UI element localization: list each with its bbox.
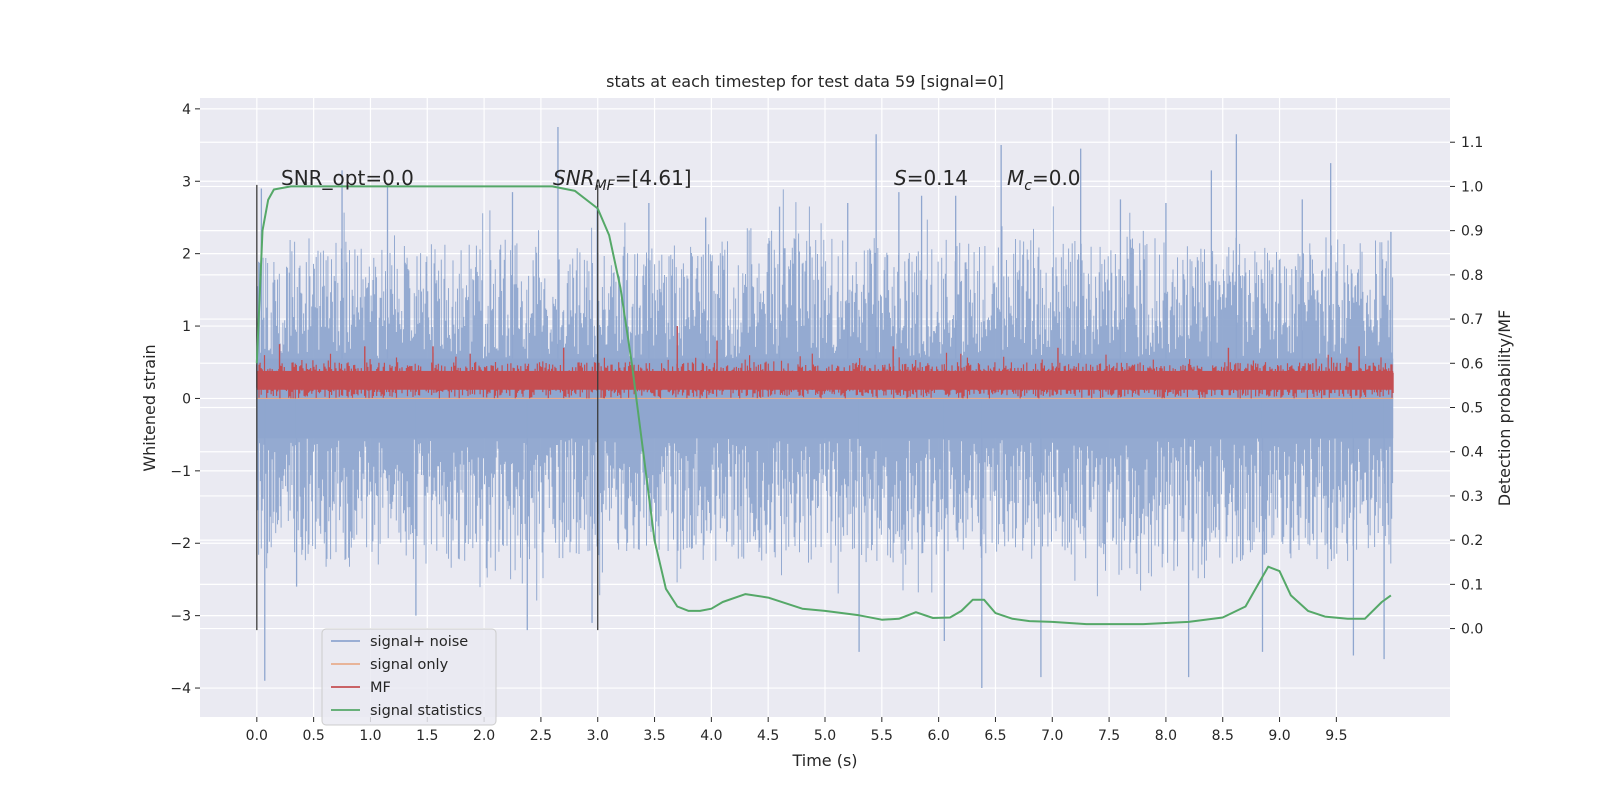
x-tick-label: 6.0 (928, 728, 950, 744)
mf-series (256, 326, 1394, 399)
x-tick-label: 9.0 (1268, 728, 1290, 744)
legend-label: signal only (370, 657, 449, 673)
x-tick-label: 7.0 (1041, 728, 1063, 744)
x-tick-label: 3.0 (587, 728, 609, 744)
annotation-snr-mf: SNRMF=[4.61] (553, 166, 692, 194)
x-tick-label: 8.0 (1155, 728, 1177, 744)
y-right-tick-label: 0.3 (1461, 489, 1483, 505)
y-tick-label: 1 (182, 319, 191, 335)
x-tick-label: 0.5 (303, 728, 325, 744)
y-tick-label: 2 (182, 247, 191, 263)
x-tick-label: 8.5 (1212, 728, 1234, 744)
legend-label: signal+ noise (370, 634, 468, 650)
x-tick-label: 6.5 (984, 728, 1006, 744)
x-tick-label: 3.5 (643, 728, 665, 744)
x-tick-label: 7.5 (1098, 728, 1120, 744)
x-tick-label: 4.5 (757, 728, 779, 744)
x-tick-label: 2.5 (530, 728, 552, 744)
y-tick-label: −2 (170, 536, 191, 552)
legend-label: MF (370, 680, 391, 696)
y-right-tick-label: 0.5 (1461, 401, 1483, 417)
chart-title: stats at each timestep for test data 59 … (606, 72, 1004, 91)
y-tick-label: 4 (182, 102, 191, 118)
x-axis: 0.0 0.5 1.0 1.5 2.0 2.5 3.0 3.5 4.0 4.5 5.0 5.5 6.0 6… (246, 717, 1347, 744)
y-right-tick-label: 0.2 (1461, 533, 1483, 549)
y-right-tick-label: 0.4 (1461, 445, 1483, 461)
y-tick-label: −3 (170, 609, 191, 625)
signal-statistics-line (255, 185, 1392, 626)
x-tick-label: 2.0 (473, 728, 495, 744)
x-axis-title: Time (s) (791, 751, 857, 770)
mf-core (256, 370, 1394, 390)
x-tick-label: 1.5 (416, 728, 438, 744)
annotation-s: S=0.14 (894, 166, 968, 190)
legend-label: signal statistics (370, 703, 482, 719)
x-tick-label: 0.0 (246, 728, 268, 744)
y-right-tick-label: 1.1 (1461, 135, 1483, 151)
y-axis-right: 1.1 1.0 0.9 0.8 0.7 0.6 0.5 0.4 0.3 0.2 0.1 0.0 (1450, 135, 1483, 638)
y-right-tick-label: 0.9 (1461, 224, 1483, 240)
y-axis-title: Whitened strain (140, 344, 159, 471)
y-tick-label: −4 (170, 681, 191, 697)
x-tick-label: 1.0 (359, 728, 381, 744)
y-tick-label: 0 (182, 391, 191, 407)
legend: signal+ noise signal only MF signal stat… (321, 628, 497, 726)
y-right-tick-label: 0.6 (1461, 356, 1483, 372)
y-right-tick-label: 0.8 (1461, 268, 1483, 284)
y-tick-label: −1 (170, 464, 191, 480)
y-right-axis-title: Detection probability/MF (1495, 310, 1514, 507)
y-right-tick-label: 0.7 (1461, 312, 1483, 328)
legend-box (321, 628, 497, 726)
y-right-tick-label: 0.0 (1461, 622, 1483, 638)
x-tick-label: 9.5 (1325, 728, 1347, 744)
y-right-tick-label: 0.1 (1461, 577, 1483, 593)
y-tick-label: 3 (182, 174, 191, 190)
y-right-tick-label: 1.0 (1461, 179, 1483, 195)
y-axis-left: 4 3 2 1 0 −1 −2 −3 −4 (170, 102, 200, 697)
x-tick-label: 5.5 (871, 728, 893, 744)
vertical-markers (256, 184, 599, 631)
signal-statistics-series (255, 185, 1392, 626)
x-tick-label: 4.0 (700, 728, 722, 744)
annotation-snr-opt: SNR_opt=0.0 (281, 166, 414, 190)
annotation-mc: Mc=0.0 (1007, 166, 1081, 194)
x-tick-label: 5.0 (814, 728, 836, 744)
